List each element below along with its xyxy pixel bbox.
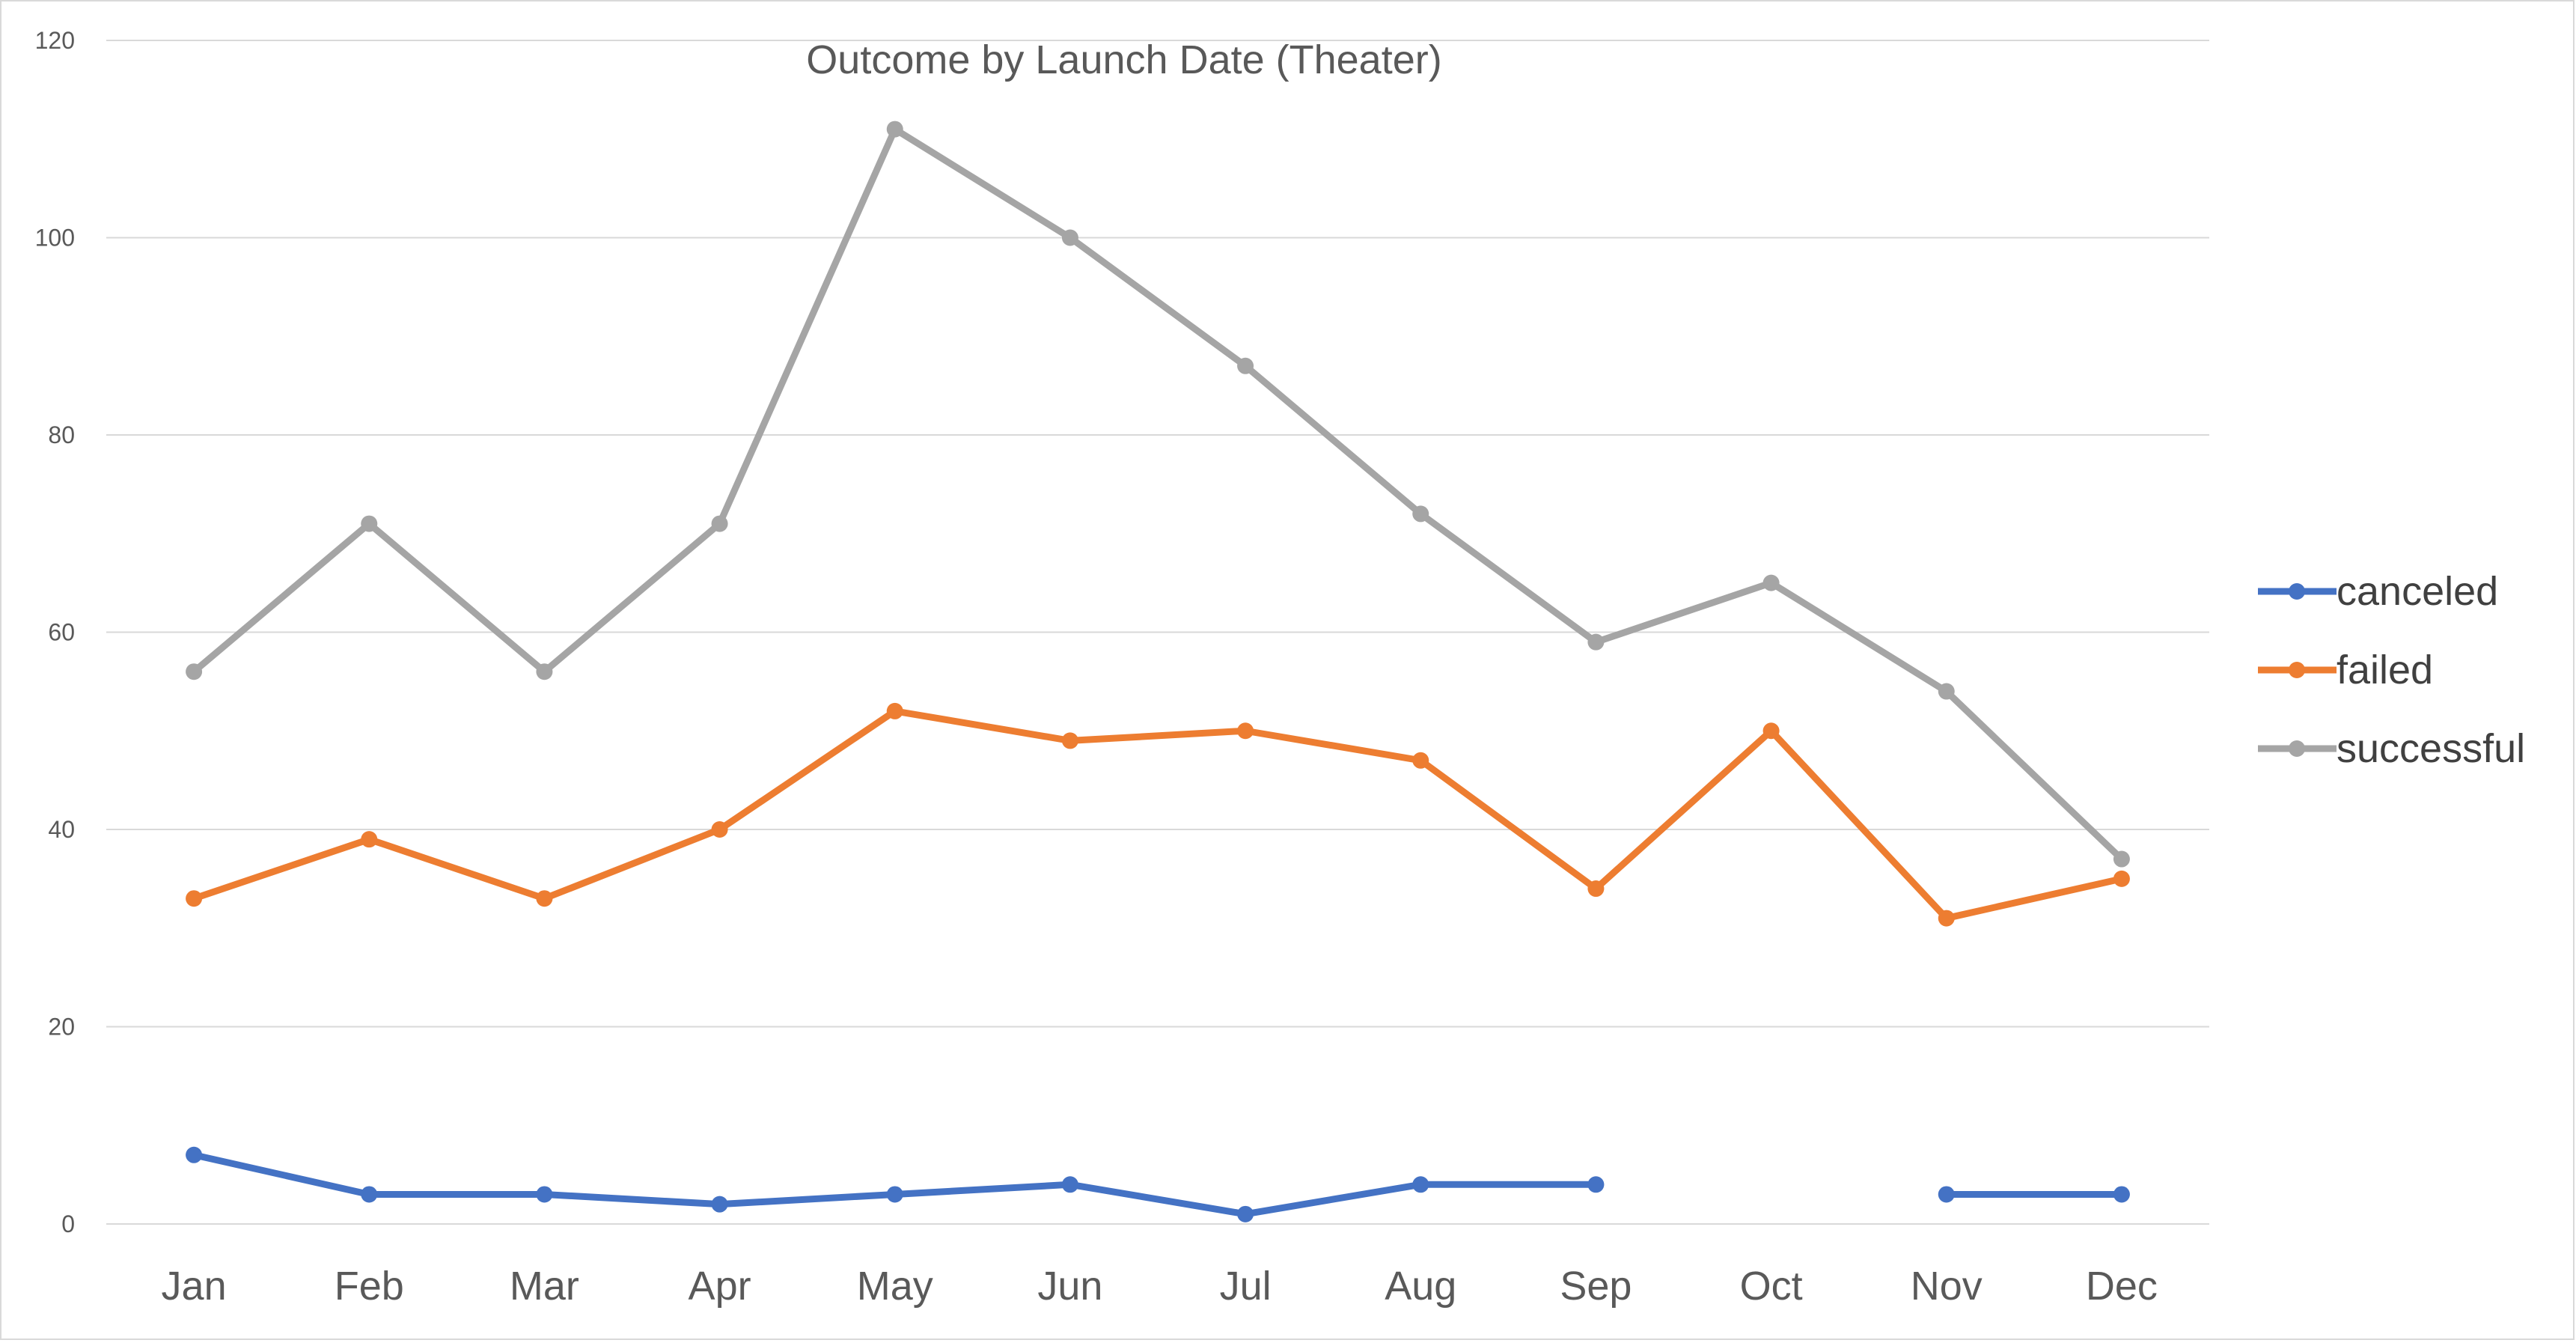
data-point	[1938, 683, 1955, 700]
legend-item-canceled: canceled	[2258, 569, 2498, 614]
legend-label: successful	[2337, 726, 2525, 771]
gridlines	[106, 40, 2209, 1225]
data-point	[1938, 910, 1955, 927]
data-point	[536, 1186, 553, 1203]
series-canceled	[186, 1146, 2130, 1222]
data-point	[186, 663, 203, 680]
data-point	[1412, 752, 1429, 769]
data-point	[886, 121, 903, 138]
x-tick-label: Nov	[1911, 1264, 1983, 1309]
data-point	[1412, 505, 1429, 523]
x-tick-label: Aug	[1385, 1264, 1456, 1309]
series-line	[190, 126, 2125, 863]
y-tick-label: 80	[48, 421, 75, 448]
data-point	[536, 663, 553, 680]
data-point	[1061, 1176, 1078, 1193]
legend-dot-marker	[2289, 662, 2305, 678]
x-tick-label: Dec	[2086, 1264, 2158, 1309]
data-point	[1237, 722, 1254, 740]
data-point	[1587, 633, 1605, 651]
x-tick-label: Sep	[1560, 1264, 1632, 1309]
y-tick-label: 0	[61, 1210, 75, 1237]
legend-dot-marker	[2289, 583, 2305, 600]
series-successful	[186, 121, 2130, 868]
x-tick-label: May	[857, 1264, 933, 1309]
legend-item-successful: successful	[2258, 726, 2525, 771]
y-axis-tick-labels: 0 20 40 60 80 100 120	[35, 27, 75, 1237]
data-point	[361, 515, 378, 532]
legend-dot-marker	[2289, 740, 2305, 757]
data-point	[1061, 732, 1078, 749]
data-point	[1237, 1205, 1254, 1222]
x-tick-label: Jun	[1037, 1264, 1102, 1309]
x-tick-label: Mar	[510, 1264, 579, 1309]
data-point	[536, 890, 553, 907]
data-point	[886, 1186, 903, 1203]
y-tick-label: 20	[48, 1014, 75, 1041]
x-axis-tick-labels: Jan Feb Mar Apr May Jun Jul Aug Sep Oct Nov Dec	[162, 1264, 2158, 1309]
data-point	[2113, 1186, 2130, 1203]
data-point	[1061, 229, 1078, 246]
data-point	[361, 831, 378, 848]
data-point	[1762, 722, 1780, 740]
data-point	[186, 890, 203, 907]
x-tick-label: Oct	[1740, 1264, 1803, 1309]
legend-item-failed: failed	[2258, 648, 2433, 692]
y-tick-label: 120	[35, 27, 75, 54]
series-failed	[186, 702, 2130, 927]
chart-title: Outcome by Launch Date (Theater)	[806, 37, 1441, 82]
data-point	[1412, 1176, 1429, 1193]
data-point	[711, 1196, 728, 1213]
data-point	[711, 515, 728, 532]
x-tick-label: Apr	[689, 1264, 751, 1309]
data-point	[711, 821, 728, 838]
y-tick-label: 60	[48, 619, 75, 646]
series-line	[190, 1151, 1599, 1218]
data-point	[1762, 574, 1780, 591]
data-point	[1237, 357, 1254, 374]
series-lines	[186, 121, 2130, 1222]
y-tick-label: 40	[48, 816, 75, 843]
data-point	[2113, 870, 2130, 887]
x-tick-label: Jan	[162, 1264, 227, 1309]
legend: canceled failed successful	[2258, 569, 2525, 771]
x-tick-label: Jul	[1220, 1264, 1272, 1309]
x-tick-label: Feb	[335, 1264, 404, 1309]
data-point	[1587, 1176, 1605, 1193]
data-point	[886, 702, 903, 719]
legend-label: canceled	[2337, 569, 2498, 614]
data-point	[186, 1146, 203, 1163]
series-line	[190, 707, 2125, 922]
legend-label: failed	[2337, 648, 2433, 692]
data-point	[361, 1186, 378, 1203]
data-point	[1938, 1186, 1955, 1203]
data-point	[2113, 850, 2130, 868]
y-tick-label: 100	[35, 225, 75, 252]
data-point	[1587, 880, 1605, 898]
